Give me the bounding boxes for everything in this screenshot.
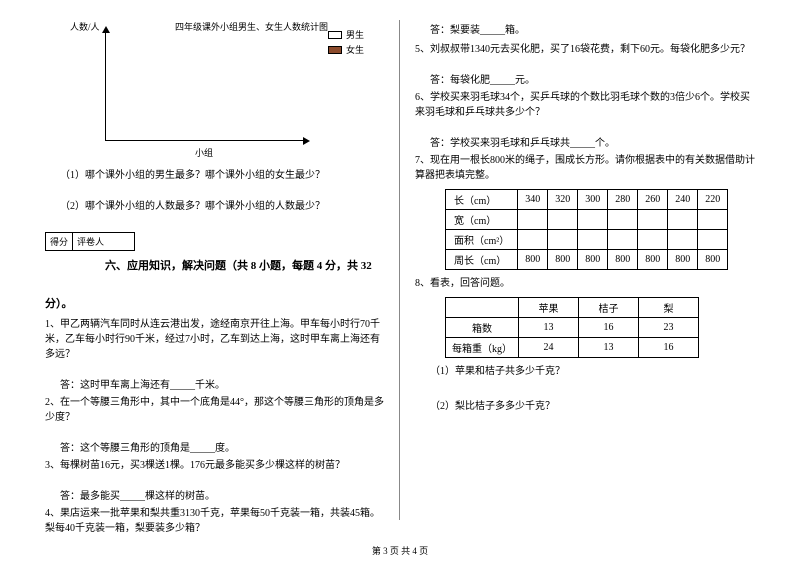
t7-r4-h: 周长（cm） — [446, 250, 518, 270]
x-axis — [105, 140, 305, 141]
t7-c — [638, 210, 668, 230]
chart-question-2: （2）哪个课外小组的人数最多？哪个课外小组的人数最少？ — [60, 199, 384, 214]
answer-1: 答：这时甲车离上海还有_____千米。 — [60, 376, 384, 391]
y-axis-label: 人数/人 — [70, 20, 100, 33]
t7-c — [668, 210, 698, 230]
t8-h: 苹果 — [519, 298, 579, 318]
legend-boy-label: 男生 — [346, 28, 364, 41]
table-row: 箱数 13 16 23 — [446, 318, 699, 338]
problem-5: 5、刘叔叔带1340元去买化肥，买了16袋花费，剩下60元。每袋化肥多少元？ — [415, 42, 755, 57]
t7-c — [518, 230, 548, 250]
t7-c — [578, 230, 608, 250]
t8-h: 桔子 — [579, 298, 639, 318]
t7-c: 800 — [548, 250, 578, 270]
question-8b: （2）梨比桔子多多少千克？ — [430, 399, 755, 414]
table-row: 宽（cm） — [446, 210, 728, 230]
problem-1: 1、甲乙两辆汽车同时从连云港出发，途经南京开往上海。甲车每小时行70千米，乙车每… — [45, 317, 384, 362]
table-row: 每箱重（kg） 24 13 16 — [446, 338, 699, 358]
t7-c: 280 — [608, 190, 638, 210]
problem-2: 2、在一个等腰三角形中，其中一个底角是44°，那这个等腰三角形的顶角是多少度？ — [45, 395, 384, 425]
t7-c — [698, 230, 728, 250]
legend-girl-label: 女生 — [346, 43, 364, 56]
x-axis-arrow — [303, 137, 310, 145]
section-6-suffix: 分）。 — [45, 295, 384, 311]
t7-c — [698, 210, 728, 230]
answer-3: 答：最多能买_____棵这样的树苗。 — [60, 487, 384, 502]
t7-c: 800 — [578, 250, 608, 270]
legend-boy-swatch — [328, 31, 342, 39]
t7-c: 240 — [668, 190, 698, 210]
t7-c: 320 — [548, 190, 578, 210]
t7-c — [638, 230, 668, 250]
answer-6: 答：学校买来羽毛球和乒乓球共_____个。 — [430, 134, 755, 149]
chart-title: 四年级课外小组男生、女生人数统计图 — [175, 20, 328, 33]
section-6-title: 六、应用知识，解决问题（共 8 小题，每题 4 分，共 32 — [105, 257, 384, 273]
answer-2: 答：这个等腰三角形的顶角是_____度。 — [60, 439, 384, 454]
t8-c: 16 — [639, 338, 699, 358]
chart-legend: 男生 女生 — [328, 28, 364, 58]
t7-c: 800 — [518, 250, 548, 270]
t7-c: 300 — [578, 190, 608, 210]
t7-c — [608, 210, 638, 230]
t8-c: 16 — [579, 318, 639, 338]
y-axis-arrow — [102, 26, 110, 33]
t7-c: 220 — [698, 190, 728, 210]
table-row: 长（cm） 340 320 300 280 260 240 220 — [446, 190, 728, 210]
t7-c: 800 — [638, 250, 668, 270]
t8-c: 箱数 — [446, 318, 519, 338]
t7-c — [668, 230, 698, 250]
score-cell-2: 评卷人 — [73, 233, 108, 250]
t7-c: 800 — [698, 250, 728, 270]
answer-5: 答：每袋化肥_____元。 — [430, 71, 755, 86]
table-7: 长（cm） 340 320 300 280 260 240 220 宽（cm） — [445, 189, 728, 270]
t7-r1-h: 长（cm） — [446, 190, 518, 210]
t7-c — [578, 210, 608, 230]
t8-c: 13 — [519, 318, 579, 338]
t8-c: 23 — [639, 318, 699, 338]
score-cell-1: 得分 — [46, 233, 73, 250]
t7-c — [548, 210, 578, 230]
problem-7: 7、现在用一根长800米的绳子，围成长方形。请你根据表中的有关数据借助计算器把表… — [415, 153, 755, 183]
table-row: 面积（cm²） — [446, 230, 728, 250]
legend-girl-swatch — [328, 46, 342, 54]
t8-c: 每箱重（kg） — [446, 338, 519, 358]
problem-6: 6、学校买来羽毛球34个，买乒乓球的个数比羽毛球个数的3倍少6个。学校买来羽毛球… — [415, 90, 755, 120]
t7-c: 800 — [668, 250, 698, 270]
table-row: 苹果 桔子 梨 — [446, 298, 699, 318]
x-axis-label: 小组 — [195, 146, 213, 159]
page-footer: 第 3 页 共 4 页 — [0, 544, 800, 557]
t7-c: 340 — [518, 190, 548, 210]
score-box: 得分 评卷人 — [45, 232, 135, 251]
problem-3: 3、每棵树苗16元，买3棵送1棵。176元最多能买多少棵这样的树苗？ — [45, 458, 384, 473]
t7-c — [548, 230, 578, 250]
table-row: 周长（cm） 800 800 800 800 800 800 800 — [446, 250, 728, 270]
chart-question-1: （1）哪个课外小组的男生最多？哪个课外小组的女生最少？ — [60, 168, 384, 183]
answer-4: 答：梨要装_____箱。 — [430, 23, 755, 38]
problem-8: 8、看表，回答问题。 — [415, 276, 755, 291]
question-8a: （1）苹果和桔子共多少千克？ — [430, 364, 755, 379]
t7-c: 800 — [608, 250, 638, 270]
t8-h — [446, 298, 519, 318]
t7-c — [608, 230, 638, 250]
y-axis — [105, 30, 106, 140]
bar-chart-placeholder: 人数/人 四年级课外小组男生、女生人数统计图 男生 女生 小组 — [75, 20, 384, 160]
t8-h: 梨 — [639, 298, 699, 318]
problem-4: 4、果店运来一批苹果和梨共重3130千克，苹果每50千克装一箱，共装45箱。梨每… — [45, 506, 384, 536]
t8-c: 13 — [579, 338, 639, 358]
t7-r3-h: 面积（cm²） — [446, 230, 518, 250]
t8-c: 24 — [519, 338, 579, 358]
t7-r2-h: 宽（cm） — [446, 210, 518, 230]
t7-c: 260 — [638, 190, 668, 210]
t7-c — [518, 210, 548, 230]
table-8: 苹果 桔子 梨 箱数 13 16 23 每箱重（kg） 24 13 16 — [445, 297, 699, 358]
